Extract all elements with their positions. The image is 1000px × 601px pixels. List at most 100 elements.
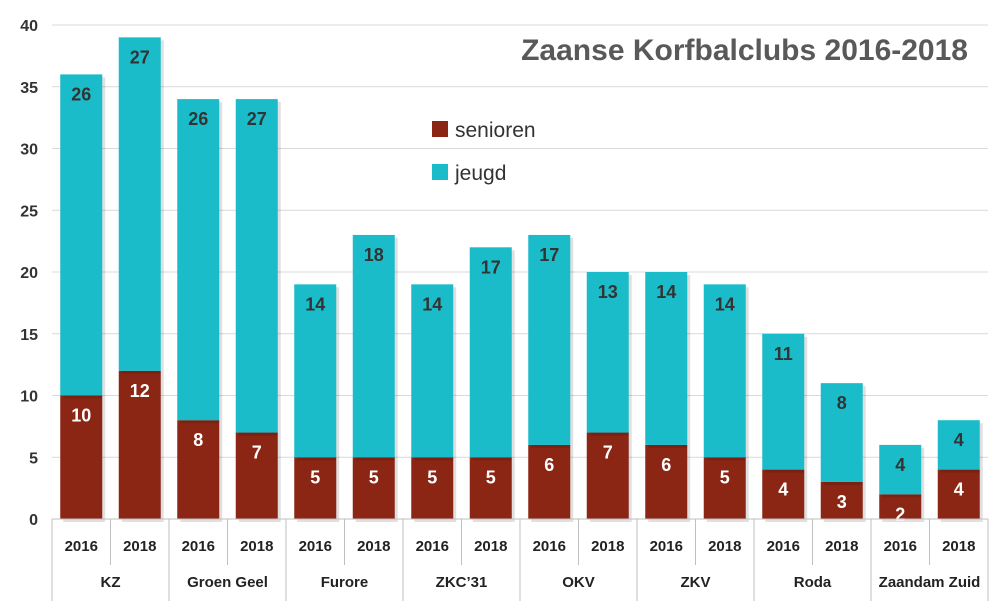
y-tick-label: 15 — [20, 327, 38, 344]
data-label-senioren: 4 — [778, 480, 788, 500]
bar-segment-senioren — [235, 432, 278, 519]
y-tick-label: 40 — [20, 18, 38, 35]
bar-segment-jeugd — [352, 234, 395, 458]
bar-segment-senioren — [528, 444, 571, 519]
x-tick-year-label: 2018 — [123, 538, 156, 555]
data-label-senioren: 5 — [486, 467, 496, 487]
bar-segment-senioren — [879, 494, 922, 519]
x-tick-year-label: 2018 — [708, 538, 741, 555]
bar-segment-jeugd — [177, 99, 220, 421]
legend: senioren jeugd — [432, 119, 536, 185]
x-tick-year-label: 2016 — [767, 538, 800, 555]
y-tick-label: 10 — [20, 389, 38, 406]
x-tick-year-label: 2016 — [884, 538, 917, 555]
x-tick-year-label: 2016 — [533, 538, 566, 555]
x-tick-year-label: 2016 — [299, 538, 332, 555]
x-tick-year-label: 2018 — [474, 538, 507, 555]
data-label-jeugd: 8 — [837, 393, 847, 413]
x-group-label: Roda — [794, 574, 832, 591]
data-label-jeugd: 18 — [364, 245, 384, 265]
data-label-jeugd: 26 — [188, 109, 208, 129]
bar-segment-senioren — [937, 469, 980, 519]
data-label-jeugd: 14 — [715, 294, 735, 314]
data-label-senioren: 5 — [427, 467, 437, 487]
x-group-label: KZ — [101, 574, 121, 591]
y-tick-label: 25 — [20, 203, 38, 220]
data-label-senioren: 5 — [720, 467, 730, 487]
data-label-jeugd: 26 — [71, 84, 91, 104]
data-label-senioren: 8 — [193, 430, 203, 450]
bar-segment-jeugd — [820, 383, 863, 482]
bar-segment-senioren — [645, 444, 688, 519]
data-label-senioren: 10 — [71, 406, 91, 426]
x-tick-year-label: 2018 — [240, 538, 273, 555]
y-tick-label: 0 — [29, 512, 38, 529]
data-label-senioren: 5 — [369, 467, 379, 487]
legend-swatch-jeugd — [432, 164, 448, 180]
bar-segment-jeugd — [118, 37, 161, 371]
data-label-senioren: 12 — [130, 381, 150, 401]
x-group-label: Furore — [321, 574, 369, 591]
data-label-jeugd: 27 — [247, 109, 267, 129]
data-label-jeugd: 14 — [305, 294, 325, 314]
bar-segment-jeugd — [294, 284, 337, 458]
bar-segment-senioren — [820, 481, 863, 519]
x-tick-year-label: 2018 — [591, 538, 624, 555]
bar-segment-jeugd — [60, 74, 103, 396]
y-tick-label: 20 — [20, 265, 38, 282]
bar-segment-jeugd — [762, 333, 805, 470]
data-label-senioren: 6 — [544, 455, 554, 475]
bar-segment-senioren — [60, 395, 103, 519]
x-tick-year-label: 2018 — [942, 538, 975, 555]
bar-segment-jeugd — [937, 420, 980, 470]
data-label-senioren: 5 — [310, 467, 320, 487]
bar-segment-senioren — [177, 420, 220, 519]
bars: 10 26 12 27 8 26 7 27 5 14 5 18 5 14 5 17 6 17 7 13 6 14 5 14 4 1… — [60, 37, 983, 524]
data-label-senioren: 2 — [895, 504, 905, 524]
bar-segment-jeugd — [469, 247, 512, 458]
x-group-label: ZKC’31 — [436, 574, 488, 591]
bar-segment-senioren — [294, 457, 337, 519]
bar-segment-senioren — [469, 457, 512, 519]
bar-segment-jeugd — [703, 284, 746, 458]
bar-segment-senioren — [118, 370, 161, 519]
data-label-jeugd: 14 — [656, 282, 676, 302]
data-label-senioren: 6 — [661, 455, 671, 475]
legend-label-jeugd: jeugd — [454, 162, 506, 185]
data-label-senioren: 4 — [954, 480, 964, 500]
bar-segment-jeugd — [235, 99, 278, 433]
data-label-jeugd: 4 — [895, 455, 905, 475]
data-label-jeugd: 14 — [422, 294, 442, 314]
data-label-senioren: 7 — [603, 443, 613, 463]
bar-segment-senioren — [703, 457, 746, 519]
bar-segment-jeugd — [528, 234, 571, 445]
y-tick-label: 35 — [20, 80, 38, 97]
legend-swatch-senioren — [432, 121, 448, 137]
chart-title: Zaanse Korfbalclubs 2016-2018 — [521, 34, 968, 67]
x-tick-year-label: 2018 — [357, 538, 390, 555]
data-label-senioren: 7 — [252, 443, 262, 463]
x-tick-year-label: 2018 — [825, 538, 858, 555]
x-group-label: Groen Geel — [187, 574, 268, 591]
bar-segment-jeugd — [586, 272, 629, 433]
data-label-jeugd: 17 — [481, 257, 501, 277]
x-tick-year-label: 2016 — [65, 538, 98, 555]
data-label-jeugd: 27 — [130, 47, 150, 67]
bar-segment-senioren — [762, 469, 805, 519]
y-tick-label: 5 — [29, 450, 38, 467]
data-label-jeugd: 13 — [598, 282, 618, 302]
bar-segment-senioren — [411, 457, 454, 519]
bar-segment-jeugd — [879, 444, 922, 495]
x-tick-year-label: 2016 — [650, 538, 683, 555]
x-group-label: ZKV — [681, 574, 711, 591]
x-tick-year-label: 2016 — [182, 538, 215, 555]
x-tick-year-label: 2016 — [416, 538, 449, 555]
data-label-jeugd: 17 — [539, 245, 559, 265]
bar-segment-jeugd — [645, 272, 688, 445]
data-label-jeugd: 4 — [954, 430, 964, 450]
bar-segment-senioren — [586, 432, 629, 519]
y-tick-label: 30 — [20, 142, 38, 159]
